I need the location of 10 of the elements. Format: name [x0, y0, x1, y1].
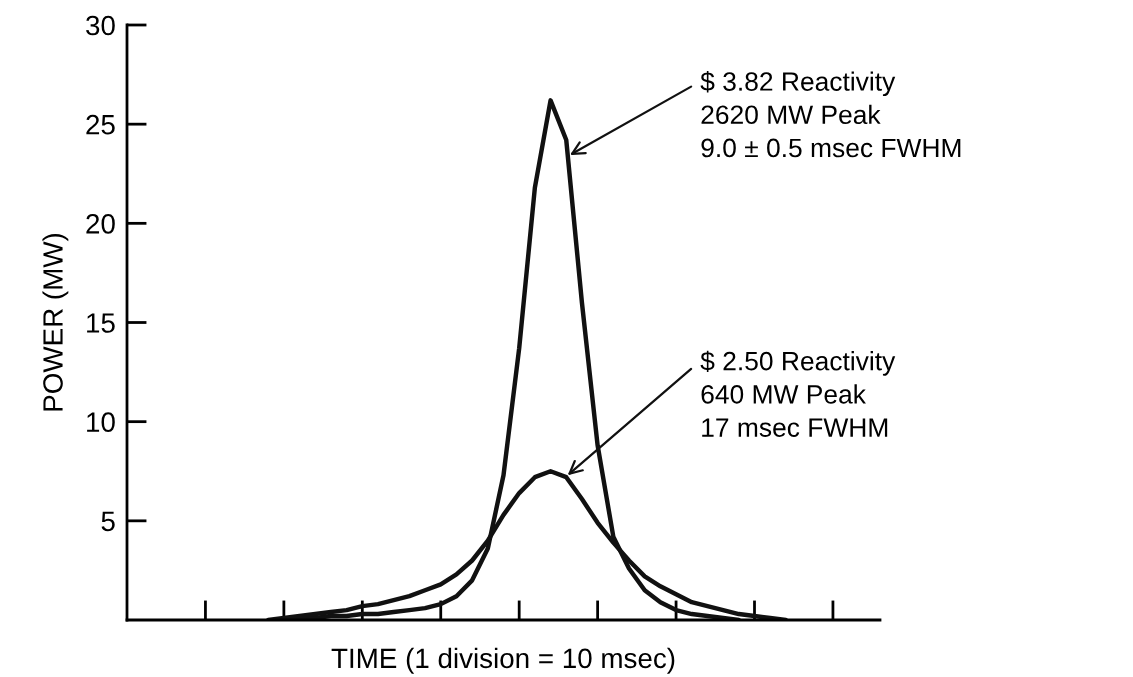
y-tick-label: 15 — [87, 313, 115, 333]
y-tick-label: 25 — [86, 114, 115, 135]
y-tick-label: 30 — [86, 15, 115, 36]
y-axis-title: POWER (MW) — [42, 233, 69, 411]
annotation: $ 3.82 Reactivity 2620 MW Peak 9.0 ± 0.5 msec FWHM — [700, 71, 961, 158]
annotation: $ 2.50 Reactivity 640 MW Peak 17 msec FWHM — [700, 350, 896, 437]
y-tick-label: 5 — [101, 511, 115, 532]
y-tick-label: 10 — [87, 412, 115, 433]
y-tick-label: 20 — [86, 214, 115, 234]
x-axis-title: TIME (1 division = 10 msec) — [331, 647, 675, 674]
